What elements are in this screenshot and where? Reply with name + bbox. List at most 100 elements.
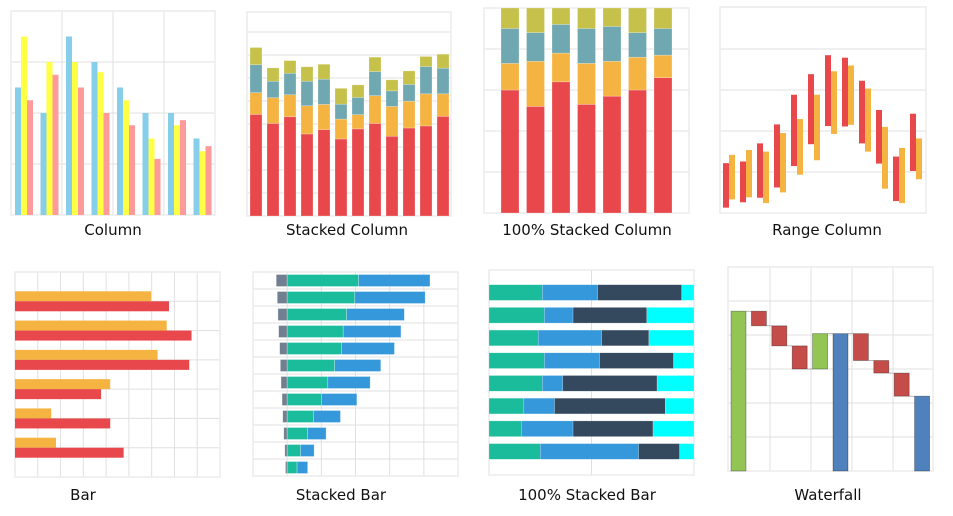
column-bar bbox=[78, 87, 84, 215]
column-bar bbox=[97, 72, 104, 215]
stacked-segment bbox=[526, 7, 545, 33]
range-bar bbox=[831, 71, 837, 134]
label-stacked-bar: Stacked Bar bbox=[295, 486, 387, 504]
stacked-segment bbox=[653, 54, 673, 79]
tile-100-stacked-column[interactable] bbox=[483, 7, 690, 214]
column-bar bbox=[180, 120, 186, 215]
percent-bar-segment bbox=[544, 352, 600, 369]
stacked-segment bbox=[653, 77, 673, 214]
stacked-bar-segment bbox=[277, 308, 288, 321]
range-bar bbox=[893, 156, 899, 202]
range-bar bbox=[865, 88, 871, 152]
range-bar bbox=[729, 154, 735, 200]
label-stacked-column: Stacked Column bbox=[286, 221, 408, 239]
range-column-thumbnail bbox=[719, 6, 927, 214]
stacked-bar-segment bbox=[358, 274, 431, 287]
tile-column[interactable] bbox=[10, 10, 216, 216]
stacked-bar-segment bbox=[283, 427, 288, 440]
range-bar bbox=[814, 94, 820, 161]
stacked-bar-segment bbox=[300, 444, 315, 457]
column-bar bbox=[168, 113, 174, 215]
column-bar bbox=[72, 62, 78, 215]
waterfall-decrease-bar bbox=[893, 372, 910, 397]
horizontal-bar bbox=[15, 379, 111, 390]
stacked-segment bbox=[283, 116, 297, 217]
stacked-segment bbox=[385, 79, 399, 92]
percent-bar-segment bbox=[488, 307, 545, 324]
column-bar bbox=[199, 151, 206, 215]
percent-bar-segment bbox=[652, 420, 695, 437]
column-bar bbox=[40, 113, 47, 215]
range-bar bbox=[842, 57, 848, 127]
label-100-stacked-column: 100% Stacked Column bbox=[502, 221, 672, 239]
percent-bar-segment bbox=[673, 352, 695, 369]
waterfall-decrease-bar bbox=[853, 333, 869, 361]
column-bar bbox=[103, 113, 110, 215]
stacked-segment bbox=[551, 7, 571, 25]
range-bar bbox=[916, 138, 922, 180]
stacked-bar-segment bbox=[284, 444, 288, 457]
stacked-segment bbox=[577, 63, 596, 105]
stacked-segment bbox=[500, 89, 520, 214]
waterfall-total-bar bbox=[832, 333, 849, 472]
tile-100-stacked-bar[interactable] bbox=[488, 269, 695, 476]
tile-stacked-bar[interactable] bbox=[252, 271, 459, 477]
tile-waterfall[interactable] bbox=[727, 266, 934, 472]
stacked-segment bbox=[334, 88, 348, 105]
stacked-segment bbox=[577, 28, 596, 64]
horizontal-bar bbox=[15, 349, 158, 360]
stacked-segment bbox=[334, 138, 348, 217]
stacked-bar-segment bbox=[354, 291, 426, 304]
stacked-bar-segment bbox=[286, 376, 329, 389]
column-bar bbox=[46, 62, 53, 215]
tile-range-column[interactable] bbox=[719, 6, 927, 214]
column-bar bbox=[148, 138, 155, 215]
label-bar: Bar bbox=[70, 486, 96, 504]
horizontal-bar bbox=[15, 320, 167, 331]
stacked-segment bbox=[419, 93, 433, 127]
range-bar bbox=[757, 143, 763, 198]
horizontal-bar bbox=[15, 301, 169, 312]
waterfall-decrease-bar bbox=[750, 310, 767, 327]
tile-stacked-column[interactable] bbox=[246, 11, 452, 217]
range-bar bbox=[780, 133, 786, 193]
tile-bar[interactable] bbox=[14, 271, 221, 478]
stacked-segment bbox=[577, 7, 596, 29]
stacked-segment bbox=[602, 7, 622, 27]
stacked-bar-segment bbox=[342, 325, 402, 338]
percent-bar-segment bbox=[488, 352, 545, 369]
stacked-segment bbox=[628, 89, 647, 214]
range-bar bbox=[848, 65, 854, 125]
waterfall-decrease-bar bbox=[791, 345, 808, 370]
horizontal-bar bbox=[15, 359, 190, 370]
percent-bar-segment bbox=[544, 307, 574, 324]
range-bar bbox=[797, 119, 803, 175]
percent-bar-segment bbox=[656, 375, 695, 392]
plot-border bbox=[727, 266, 934, 472]
stacked-segment bbox=[368, 123, 382, 217]
percent-bar-segment bbox=[488, 420, 523, 437]
stacked-segment bbox=[419, 56, 433, 67]
percent-bar-segment bbox=[488, 375, 543, 392]
stacked-segment bbox=[317, 104, 331, 130]
stacked-segment bbox=[300, 66, 314, 82]
stacked-segment bbox=[385, 135, 399, 217]
stacked-bar-segment bbox=[286, 274, 359, 287]
stacked-segment bbox=[317, 129, 331, 217]
stacked-segment bbox=[368, 95, 382, 124]
stacked-segment bbox=[526, 32, 545, 62]
stacked-segment bbox=[266, 123, 280, 217]
percent-bar-segment bbox=[599, 352, 674, 369]
stacked-segment bbox=[368, 56, 382, 72]
stacked-segment bbox=[436, 115, 450, 217]
stacked-segment bbox=[334, 118, 348, 140]
stacked-segment bbox=[500, 7, 520, 29]
stacked-segment bbox=[317, 63, 331, 80]
stacked-segment bbox=[283, 72, 297, 96]
range-bar bbox=[791, 94, 797, 167]
percent-bar-segment bbox=[488, 284, 543, 301]
percent-bar-segment bbox=[597, 284, 682, 301]
column-bar bbox=[52, 74, 59, 215]
range-bar bbox=[825, 55, 831, 127]
stacked-segment bbox=[419, 66, 433, 95]
